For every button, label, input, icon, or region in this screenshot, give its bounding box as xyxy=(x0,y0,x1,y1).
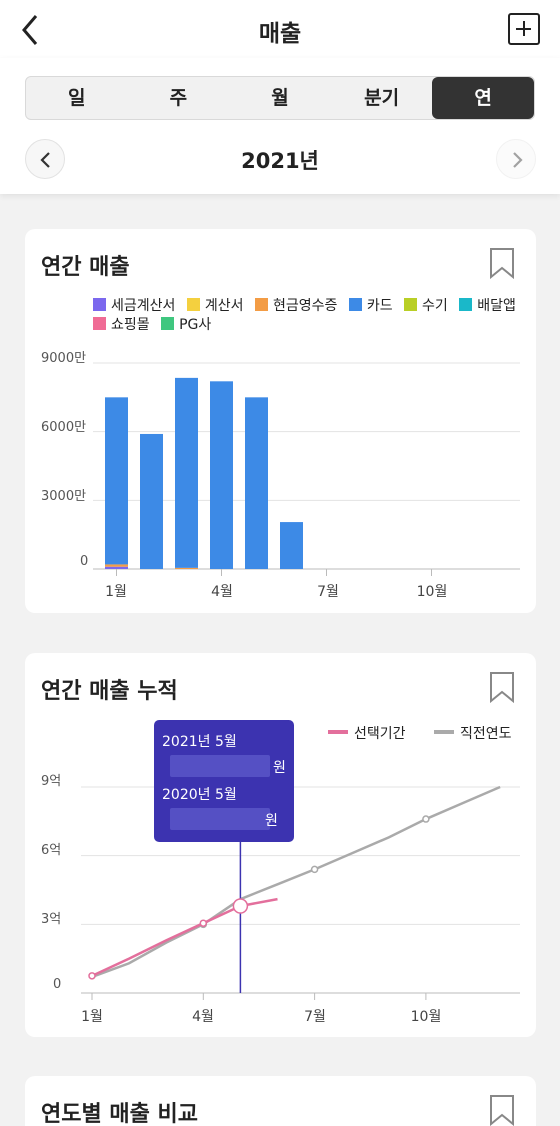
top-bar: 매출 xyxy=(0,0,560,58)
series-line-prev-year xyxy=(91,785,501,979)
bar xyxy=(105,566,128,569)
legend-swatch xyxy=(254,298,268,311)
legend-item[interactable]: 계산서 xyxy=(186,297,244,316)
x-tick-label: 10월 xyxy=(416,584,448,600)
legend-swatch xyxy=(186,298,200,311)
annual-sales-card: 연간 매출 세금계산서 계산서 현금영수증 카드 수기 배달앱 쇼핑몰 PG사 … xyxy=(25,229,536,613)
data-point xyxy=(422,815,430,823)
y-tick-label: 9000만 xyxy=(41,351,87,366)
legend-swatch xyxy=(348,298,362,311)
bar xyxy=(105,397,128,565)
y-tick-label: 3000만 xyxy=(41,489,87,504)
period-selector: 일 주 월 분기 연 2021년 xyxy=(0,58,560,194)
tab-day[interactable]: 일 xyxy=(68,87,86,109)
bar xyxy=(210,381,233,569)
chart-legend: 세금계산서 계산서 현금영수증 카드 수기 배달앱 쇼핑몰 PG사 xyxy=(93,297,523,335)
tooltip-unit: 원 xyxy=(265,813,278,829)
chevron-right-icon xyxy=(513,152,523,168)
chevron-left-icon xyxy=(40,152,50,168)
legend-label: 쇼핑몰 xyxy=(111,317,150,333)
yearly-comparison-card: 연도별 매출 비교 xyxy=(25,1076,536,1126)
bar xyxy=(175,567,198,569)
y-tick-label: 0 xyxy=(80,554,89,569)
legend-swatch xyxy=(404,298,418,311)
chart-tooltip: 2021년 5월 원 2020년 5월 원 xyxy=(154,720,294,842)
card-title: 연간 매출 xyxy=(41,255,130,280)
data-point xyxy=(199,919,208,927)
period-tabs: 일 주 월 분기 연 xyxy=(25,76,535,120)
bookmark-icon[interactable] xyxy=(489,247,515,280)
y-tick-label: 6000만 xyxy=(41,420,87,435)
tooltip-period: 2021년 5월 xyxy=(162,734,237,750)
data-point xyxy=(310,865,319,874)
legend-item[interactable]: PG사 xyxy=(161,316,211,335)
bookmark-icon[interactable] xyxy=(489,1094,515,1126)
highlight-point xyxy=(232,898,249,914)
y-tick-label: 6억 xyxy=(41,843,62,858)
x-tick-label: 1월 xyxy=(105,584,127,600)
tooltip-period: 2020년 5월 xyxy=(162,787,237,803)
line-chart xyxy=(81,785,520,1000)
legend-item[interactable]: 쇼핑몰 xyxy=(93,316,150,335)
legend-label: 현금영수증 xyxy=(272,298,338,314)
legend-item[interactable]: 직전연도 xyxy=(434,723,512,743)
legend-swatch xyxy=(93,298,106,311)
x-tick-label: 4월 xyxy=(211,584,233,600)
legend-swatch xyxy=(328,730,348,734)
legend-label: PG사 xyxy=(179,317,212,333)
y-tick-label: 0 xyxy=(53,977,62,992)
chevron-left-icon[interactable] xyxy=(14,10,50,50)
bar xyxy=(105,564,128,567)
x-tick-label: 4월 xyxy=(192,1009,214,1025)
bar-chart xyxy=(93,362,520,576)
legend-swatch xyxy=(459,298,473,311)
y-tick-label: 3억 xyxy=(41,912,62,927)
legend-item[interactable]: 수기 xyxy=(404,297,448,316)
plus-square-icon[interactable] xyxy=(508,13,540,45)
cumulative-sales-card: 연간 매출 누적 선택기간 직전연도 9억 6억 3억 0 1월 4월 7월 1… xyxy=(25,653,536,1037)
x-tick-label: 1월 xyxy=(81,1009,103,1025)
series-line-selected xyxy=(91,897,278,977)
legend-label: 직전연도 xyxy=(460,726,512,742)
legend-item[interactable]: 세금계산서 xyxy=(93,297,175,316)
bookmark-icon[interactable] xyxy=(489,671,515,704)
legend-item[interactable]: 배달앱 xyxy=(459,297,516,316)
legend-swatch xyxy=(434,730,454,734)
bar xyxy=(280,522,303,569)
y-tick-label: 9억 xyxy=(41,774,62,789)
next-period-button[interactable] xyxy=(496,139,536,179)
tab-year[interactable]: 연 xyxy=(432,77,534,119)
tooltip-unit: 원 xyxy=(273,760,286,776)
tab-week[interactable]: 주 xyxy=(169,87,188,109)
legend-swatch xyxy=(93,317,106,330)
year-label: 2021년 xyxy=(241,149,319,173)
bar xyxy=(245,397,268,569)
bar xyxy=(140,433,163,569)
legend-label: 계산서 xyxy=(204,298,244,314)
x-tick-label: 10월 xyxy=(410,1009,442,1025)
legend-label: 세금계산서 xyxy=(111,298,176,314)
x-tick-label: 7월 xyxy=(317,584,339,600)
bar xyxy=(175,377,198,568)
data-point xyxy=(88,972,96,980)
legend-swatch xyxy=(161,317,175,330)
prev-period-button[interactable] xyxy=(25,139,65,179)
legend-item[interactable]: 현금영수증 xyxy=(254,297,338,316)
redacted-amount xyxy=(170,808,270,830)
redacted-amount xyxy=(170,755,270,777)
legend-item[interactable]: 선택기간 xyxy=(328,723,406,743)
legend-label: 선택기간 xyxy=(354,726,406,742)
legend-label: 배달앱 xyxy=(477,298,516,314)
x-tick-label: 7월 xyxy=(304,1009,326,1025)
legend-label: 카드 xyxy=(366,298,393,314)
legend-item[interactable]: 카드 xyxy=(348,297,393,316)
legend-label: 수기 xyxy=(422,298,448,314)
card-title: 연도별 매출 비교 xyxy=(41,1102,198,1126)
tab-month[interactable]: 월 xyxy=(271,87,289,109)
card-title: 연간 매출 누적 xyxy=(41,679,178,704)
tab-quarter[interactable]: 분기 xyxy=(364,87,400,109)
page-title: 매출 xyxy=(258,21,302,47)
